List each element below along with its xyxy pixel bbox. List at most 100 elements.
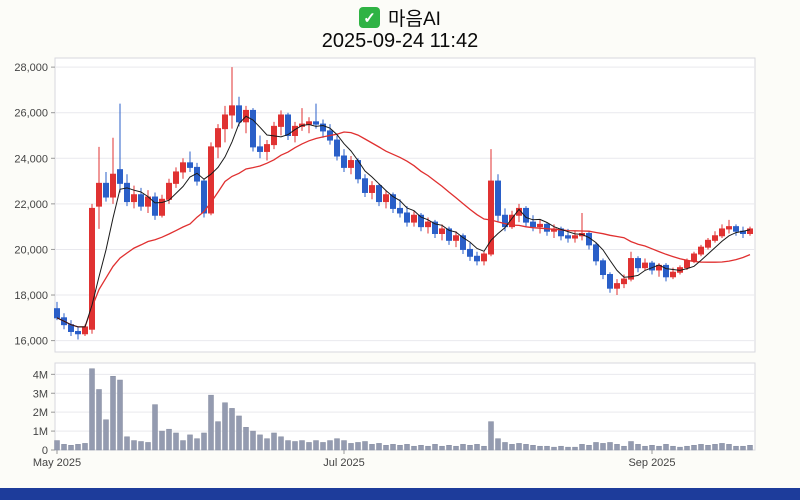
candle-up (747, 228, 753, 234)
volume-bar (82, 443, 88, 451)
volume-bar (292, 441, 298, 451)
volume-bar (579, 444, 585, 451)
volume-bar (257, 434, 263, 451)
ma-long-line (56, 131, 751, 328)
bottom-taskbar (0, 488, 800, 500)
volume-bar (747, 445, 753, 451)
candle-up (691, 253, 697, 262)
x-axis-label: May 2025 (33, 457, 81, 469)
candle-down (432, 221, 438, 234)
volume-bar (726, 444, 732, 451)
candle-down (362, 178, 368, 193)
volume-bar (698, 444, 704, 451)
volume-bar (243, 427, 249, 451)
candle-up (180, 162, 186, 173)
candle-up (278, 114, 284, 127)
volume-bar (663, 444, 669, 451)
candle-down (397, 207, 403, 214)
volume-axis-label: 0 (42, 445, 48, 457)
volume-bar (740, 445, 746, 451)
volume-bar (173, 432, 179, 451)
candle-up (488, 180, 494, 255)
check-icon: ✓ (359, 7, 381, 28)
candle-down (635, 258, 641, 269)
volume-bar (341, 440, 347, 451)
volume-bar (208, 394, 214, 451)
volume-bar (215, 421, 221, 451)
volume-bar (411, 445, 417, 451)
price-axis-label: 22,000 (14, 199, 48, 211)
volume-bar (628, 441, 634, 451)
volume-bar (117, 379, 123, 451)
candle-up (306, 121, 312, 125)
volume-bar (355, 442, 361, 451)
volume-bar (194, 438, 200, 451)
x-axis-label: Jul 2025 (323, 457, 365, 469)
volume-bar (54, 440, 60, 451)
candle-up (131, 194, 137, 203)
volume-bar (397, 445, 403, 451)
candle-up (348, 160, 354, 168)
candle-down (250, 109, 256, 148)
candle-up (82, 326, 88, 335)
volume-bar (404, 444, 410, 451)
volume-bar (222, 402, 228, 451)
volume-bar (138, 441, 144, 451)
volume-bar (418, 445, 424, 451)
volume-bar (670, 445, 676, 451)
candle-up (369, 185, 375, 193)
candle-down (257, 146, 263, 152)
volume-bar (558, 445, 564, 451)
volume-bar (313, 440, 319, 451)
volume-bar (705, 445, 711, 451)
volume-bar (642, 445, 648, 451)
candle-up (537, 223, 543, 228)
chart-title: ✓ 마음AI (0, 4, 800, 31)
candle-down (75, 330, 81, 335)
candle-up (642, 262, 648, 269)
volume-axis-label: 3M (33, 388, 48, 400)
volume-bar (684, 445, 690, 451)
price-axis-label: 18,000 (14, 290, 48, 302)
volume-bar (677, 446, 683, 451)
chart-datetime: 2025-09-24 11:42 (321, 30, 479, 52)
candle-down (376, 185, 382, 203)
volume-bar (264, 438, 270, 451)
volume-bar (691, 445, 697, 451)
candle-up (698, 246, 704, 255)
volume-bar (551, 446, 557, 451)
volume-bar (502, 442, 508, 451)
price-axis-label: 24,000 (14, 153, 48, 165)
volume-bar (495, 438, 501, 451)
volume-bar (299, 440, 305, 451)
volume-bar (180, 440, 186, 451)
candle-down (341, 155, 347, 168)
volume-bar (460, 444, 466, 451)
candle-down (54, 308, 60, 319)
volume-bar (474, 444, 480, 451)
candle-down (152, 196, 158, 216)
candle-up (726, 226, 732, 230)
candle-down (467, 248, 473, 257)
volume-bar (586, 445, 592, 451)
volume-bar (572, 446, 578, 451)
volume-bar (488, 421, 494, 451)
candle-down (502, 214, 508, 228)
candle-down (565, 235, 571, 239)
candle-up (628, 258, 634, 280)
candle-up (481, 253, 487, 262)
candle-down (663, 264, 669, 278)
candle-down (285, 114, 291, 136)
volume-bar (61, 444, 67, 451)
price-axis-label: 16,000 (14, 336, 48, 348)
volume-bar (607, 442, 613, 451)
volume-bar (320, 442, 326, 451)
volume-bar (306, 442, 312, 451)
candle-up (89, 207, 95, 330)
volume-bar (425, 445, 431, 451)
volume-bar (201, 432, 207, 451)
candle-down (460, 235, 466, 250)
candle-down (334, 139, 340, 157)
price-axis-label: 26,000 (14, 108, 48, 120)
